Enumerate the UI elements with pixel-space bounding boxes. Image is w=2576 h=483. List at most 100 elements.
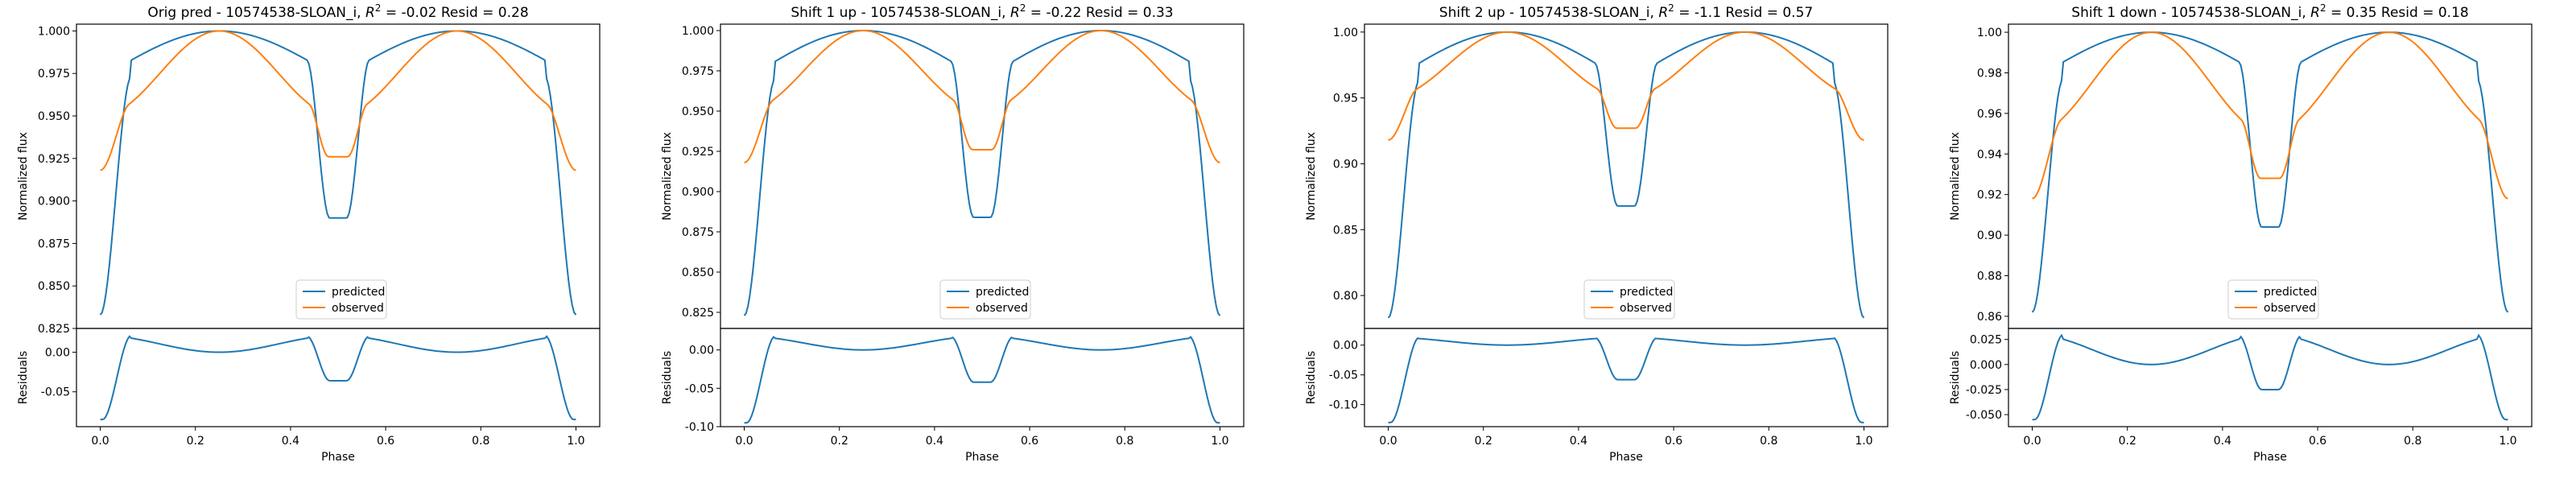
legend-label-observed: observed xyxy=(1620,302,1672,315)
x-tick-label: 0.6 xyxy=(2309,435,2326,448)
x-tick-label: 1.0 xyxy=(2499,435,2516,448)
legend-box xyxy=(2227,279,2319,320)
chart-title-prefix: Shift 1 down - 10574538-SLOAN_i, xyxy=(2071,5,2310,21)
x-axis-label: Phase xyxy=(321,451,355,464)
x-tick-label: 0.4 xyxy=(282,435,299,448)
flux-y-axis-label: Normalized flux xyxy=(1305,132,1318,221)
residual-axes-frame xyxy=(76,328,601,427)
x-tick-label: 0.8 xyxy=(1116,435,1133,448)
residuals-series-line xyxy=(744,336,1220,424)
residual-y-axis-label: Residuals xyxy=(1949,351,1962,404)
flux-y-tick-label: 0.950 xyxy=(38,110,70,123)
flux-y-tick-label: 0.950 xyxy=(682,105,714,118)
x-tick-label: 0.4 xyxy=(1570,435,1587,448)
x-tick-label: 0.0 xyxy=(2023,435,2041,448)
legend-box xyxy=(295,279,387,320)
residuals-series-line xyxy=(100,335,576,421)
legend: predicted observed xyxy=(939,279,1031,320)
residual-y-tick-label: 0.000 xyxy=(1970,359,2002,372)
flux-y-tick-label: 0.88 xyxy=(1977,270,2002,283)
flux-y-tick-label: 0.850 xyxy=(38,280,70,293)
flux-y-axis-label: Normalized flux xyxy=(661,132,674,221)
x-tick-label: 1.0 xyxy=(567,435,584,448)
flux-y-tick-label: 0.90 xyxy=(1977,229,2002,242)
x-tick-label: 0.6 xyxy=(1665,435,1682,448)
legend: predicted observed xyxy=(1583,279,1675,320)
chart-title-superscript: 2 xyxy=(1020,2,1026,14)
flux-y-axis-label: Normalized flux xyxy=(1949,132,1962,221)
flux-y-tick-label: 0.85 xyxy=(1333,224,1358,237)
residual-y-tick-label: -0.050 xyxy=(1966,409,2002,422)
chart-panel-2: Shift 1 up - 10574538-SLOAN_i, R2 = -0.2… xyxy=(661,2,1245,464)
flux-y-tick-label: 0.875 xyxy=(682,226,714,239)
predicted-series-line xyxy=(743,29,1221,316)
residual-y-tick-label: -0.025 xyxy=(1966,384,2002,397)
residuals-series-line xyxy=(2032,333,2508,421)
x-tick-label: 0.8 xyxy=(2404,435,2421,448)
flux-y-tick-label: 0.925 xyxy=(38,153,70,166)
legend: predicted observed xyxy=(2227,279,2319,320)
legend-label-observed: observed xyxy=(332,302,384,315)
residual-y-tick-label: -0.10 xyxy=(1329,399,1358,412)
chart-panel-3: Shift 2 up - 10574538-SLOAN_i, R2 = -1.1… xyxy=(1305,2,1889,464)
x-tick-label: 0.4 xyxy=(926,435,943,448)
x-tick-label: 0.8 xyxy=(1760,435,1777,448)
predicted-series-line xyxy=(99,30,577,316)
flux-y-tick-label: 0.80 xyxy=(1333,290,1358,303)
observed-series-line xyxy=(100,30,576,171)
flux-y-tick-label: 0.925 xyxy=(682,146,714,159)
legend-box xyxy=(1583,279,1675,320)
chart-title: Shift 1 down - 10574538-SLOAN_i, R2 = 0.… xyxy=(2071,2,2468,21)
residual-axes-frame xyxy=(720,328,1245,427)
observed-series-line xyxy=(1388,31,1864,141)
x-tick-label: 1.0 xyxy=(1855,435,1872,448)
flux-y-tick-label: 0.975 xyxy=(38,68,70,80)
flux-y-tick-label: 0.90 xyxy=(1333,158,1358,171)
chart-title-r2-symbol: R xyxy=(1658,5,1668,21)
flux-y-tick-label: 0.92 xyxy=(1977,189,2002,202)
chart-title-prefix: Shift 1 up - 10574538-SLOAN_i, xyxy=(791,5,1010,21)
flux-y-tick-label: 1.000 xyxy=(38,25,70,38)
chart-title-metrics: = -0.22 Resid = 0.33 xyxy=(1026,5,1173,21)
legend-label-predicted: predicted xyxy=(332,286,385,299)
flux-y-tick-label: 1.00 xyxy=(1977,27,2002,39)
x-tick-label: 0.2 xyxy=(831,435,848,448)
residual-y-tick-label: -0.10 xyxy=(685,421,714,434)
chart-title-metrics: = 0.35 Resid = 0.18 xyxy=(2326,5,2469,21)
residual-axes-frame xyxy=(2008,328,2533,427)
x-tick-label: 0.0 xyxy=(1379,435,1397,448)
x-tick-label: 0.6 xyxy=(377,435,394,448)
observed-series-line xyxy=(2032,31,2508,200)
flux-y-tick-label: 1.000 xyxy=(682,25,714,38)
x-axis-label: Phase xyxy=(1609,451,1643,464)
legend-box xyxy=(939,279,1031,320)
x-tick-label: 0.4 xyxy=(2214,435,2231,448)
residual-y-axis-label: Residuals xyxy=(17,351,30,404)
x-tick-label: 0.0 xyxy=(735,435,753,448)
chart-title: Shift 2 up - 10574538-SLOAN_i, R2 = -1.1… xyxy=(1439,2,1813,21)
x-tick-label: 0.6 xyxy=(1021,435,1038,448)
flux-y-tick-label: 0.975 xyxy=(682,65,714,78)
residuals-series-line xyxy=(1388,336,1864,423)
residual-y-tick-label: 0.00 xyxy=(689,345,714,357)
chart-title-r2-symbol: R xyxy=(2310,5,2320,21)
legend-label-observed: observed xyxy=(976,302,1028,315)
chart-title: Shift 1 up - 10574538-SLOAN_i, R2 = -0.2… xyxy=(791,2,1173,21)
x-axis-label: Phase xyxy=(965,451,999,464)
chart-title-metrics: = -0.02 Resid = 0.28 xyxy=(381,5,528,21)
chart-title-superscript: 2 xyxy=(2320,2,2326,14)
legend-label-predicted: predicted xyxy=(1620,286,1673,299)
chart-title-prefix: Shift 2 up - 10574538-SLOAN_i, xyxy=(1439,5,1659,21)
flux-y-tick-label: 0.850 xyxy=(682,266,714,279)
flux-y-tick-label: 1.00 xyxy=(1333,27,1358,39)
residual-y-tick-label: 0.00 xyxy=(1333,340,1358,353)
x-tick-label: 0.2 xyxy=(187,435,204,448)
legend-label-predicted: predicted xyxy=(976,286,1029,299)
predicted-series-line xyxy=(2031,31,2509,313)
chart-title: Orig pred - 10574538-SLOAN_i, R2 = -0.02… xyxy=(147,2,528,21)
flux-y-tick-label: 0.96 xyxy=(1977,108,2002,121)
chart-title-superscript: 2 xyxy=(375,2,382,14)
residual-y-tick-label: 0.00 xyxy=(45,347,70,360)
flux-y-tick-label: 0.98 xyxy=(1977,67,2002,80)
